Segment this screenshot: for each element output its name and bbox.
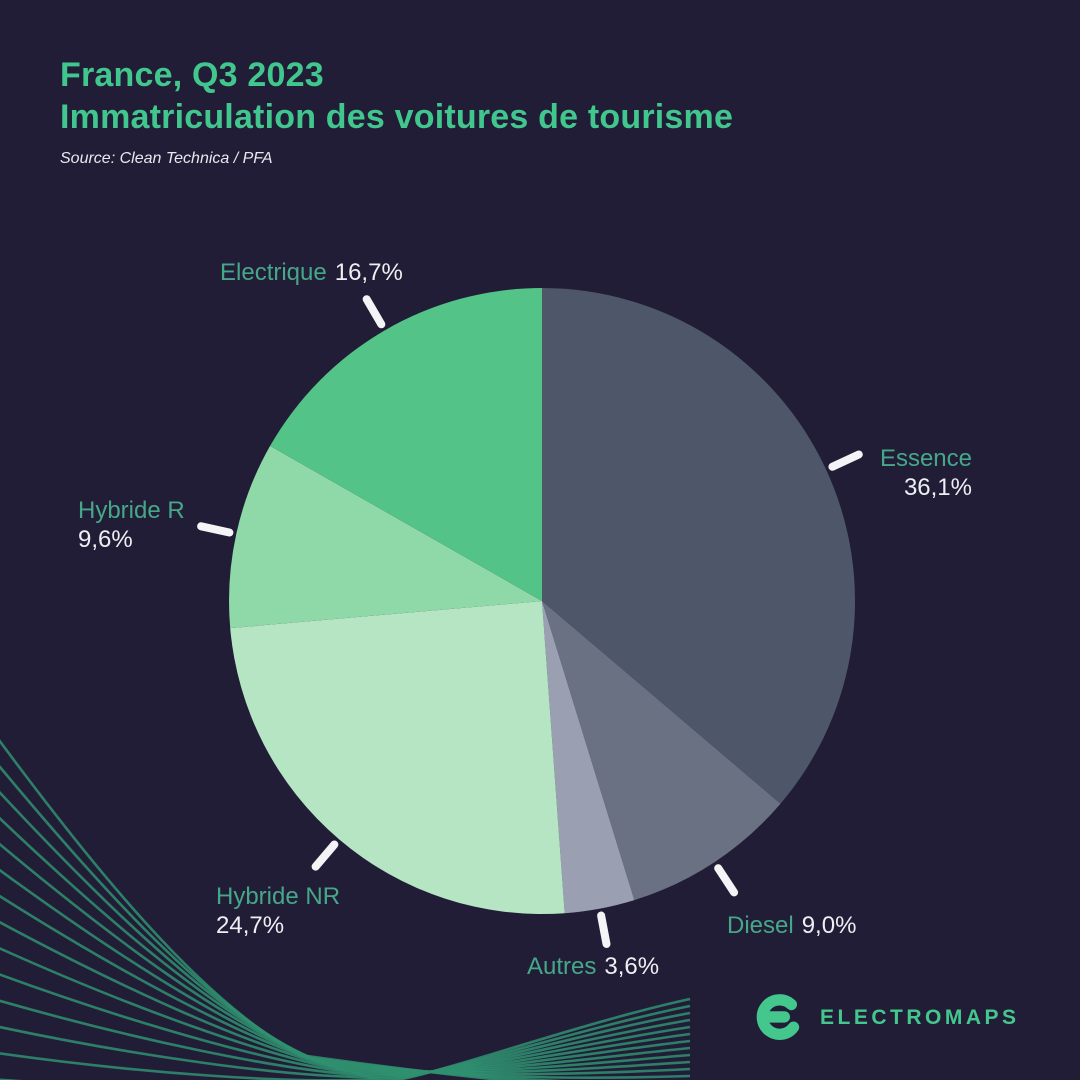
label-electrique-name: Electrique: [220, 259, 327, 286]
label-hybride-nr-name: Hybride NR: [216, 883, 341, 910]
label-tick-essence: [828, 450, 863, 471]
label-autres-name: Autres: [527, 953, 597, 980]
pie-slice-hybride-r: [229, 445, 542, 629]
label-electrique-value: 16,7%: [334, 259, 403, 286]
label-essence-value: 36,1%: [903, 474, 972, 501]
guilloche-line: [0, 1004, 691, 1080]
label-autres-value: 3,6%: [604, 953, 660, 980]
label-tick-hybride-nr: [311, 840, 339, 871]
guilloche-line: [0, 973, 691, 1077]
label-hybride-r-value: 9,6%: [78, 526, 133, 553]
label-tick-autres: [597, 911, 611, 948]
label-tick-electrique: [362, 295, 386, 329]
label-tick-hybride-r: [197, 522, 234, 537]
guilloche-line: [0, 999, 691, 1078]
label-essence-name: Essence: [879, 445, 972, 472]
label-diesel-value: 9,0%: [801, 912, 857, 939]
label-autres: Autres 3,6%: [527, 952, 659, 981]
guilloche-line: [0, 997, 691, 1080]
label-hybride-nr-value: 24,7%: [216, 912, 285, 939]
label-diesel: Diesel 9,0%: [727, 911, 856, 940]
page-title: France, Q3 2023 Immatriculation des voit…: [60, 54, 733, 138]
source-credit: Source: Clean Technica / PFA: [60, 150, 273, 167]
pie-slice-essence: [542, 288, 856, 804]
label-tick-diesel: [714, 864, 739, 897]
label-hybride-nr: Hybride NR 24,7%: [216, 882, 340, 940]
label-hybride-r: Hybride R 9,6%: [78, 496, 185, 554]
pie-slice-electrique: [270, 288, 542, 601]
label-electrique: Electrique 16,7%: [220, 258, 403, 287]
title-line-1: France, Q3 2023: [60, 56, 324, 94]
brand-name: ELECTROMAPS: [820, 1006, 1020, 1029]
pie-slice-diesel: [542, 601, 781, 901]
label-diesel-name: Diesel: [727, 912, 794, 939]
pie-slice-hybride-nr: [230, 601, 565, 915]
electromaps-e-icon: [756, 994, 800, 1040]
title-line-2: Immatriculation des voitures de tourisme: [60, 98, 734, 136]
brand-lockup: ELECTROMAPS: [752, 990, 1020, 1046]
label-hybride-r-name: Hybride R: [78, 497, 185, 524]
pie-slice-autres: [542, 601, 635, 914]
guilloche-line: [0, 1011, 691, 1080]
label-essence: Essence 36,1%: [880, 444, 972, 502]
